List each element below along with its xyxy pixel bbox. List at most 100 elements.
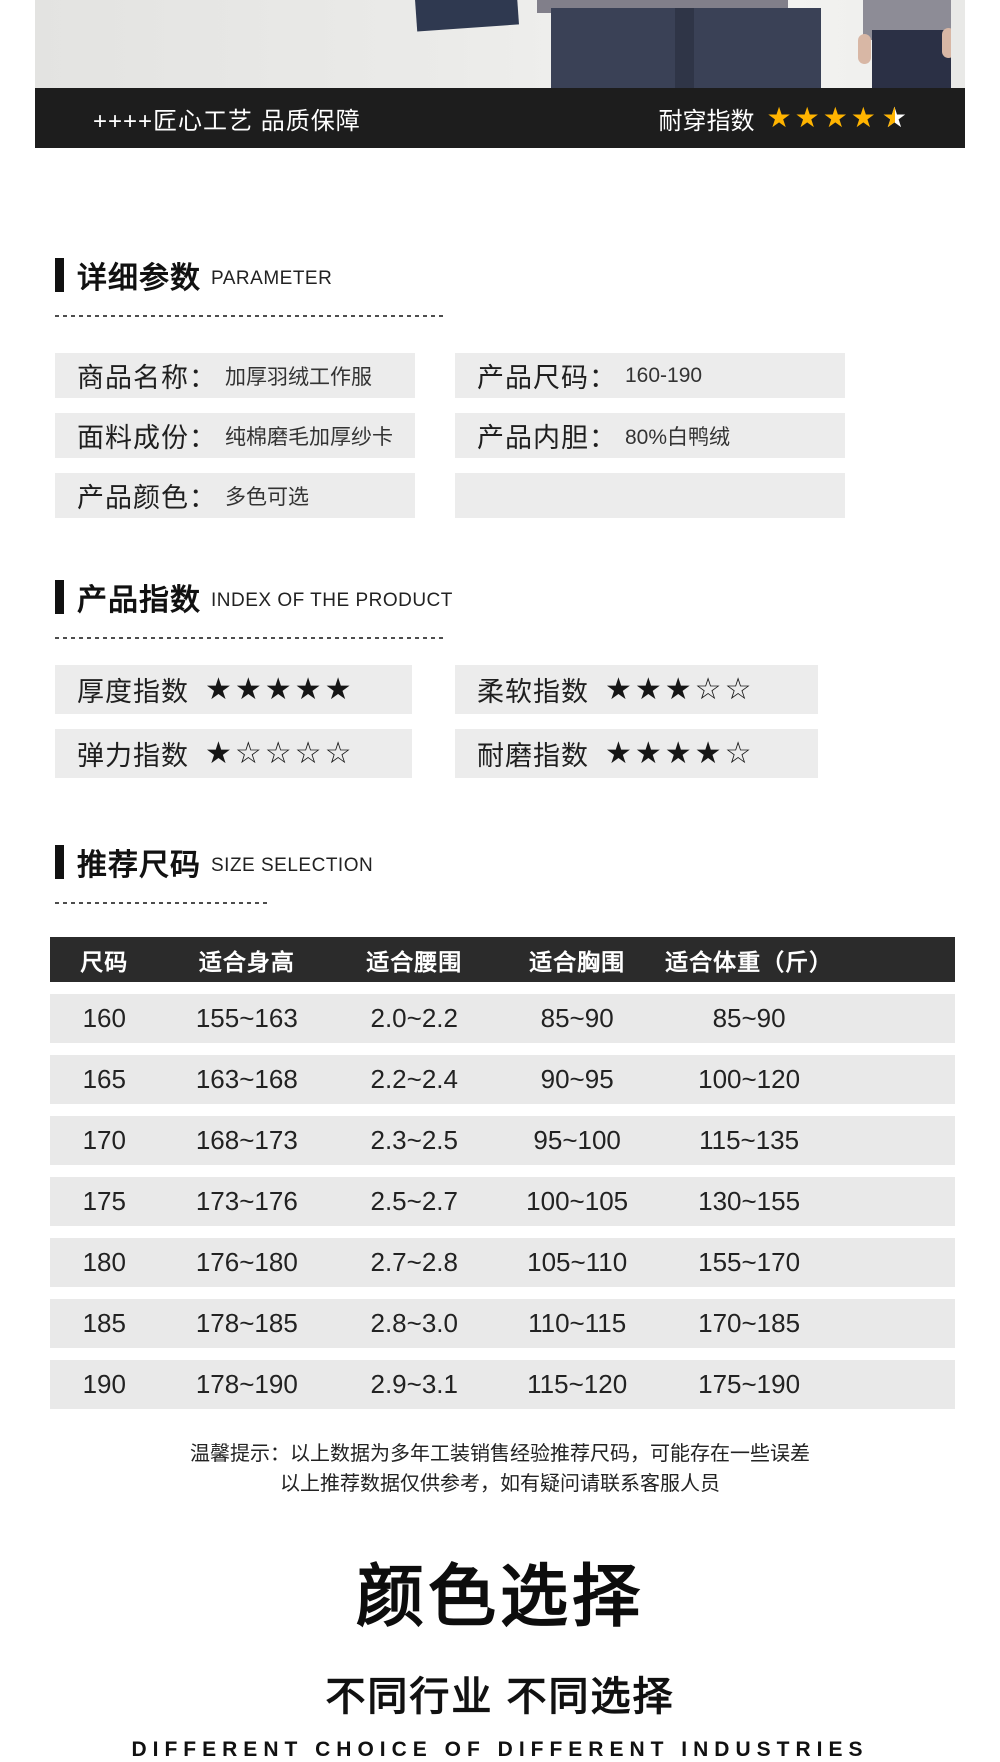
header-cell-weight: 适合体重（斤）: [665, 948, 834, 975]
table-cell: 173~176: [195, 1186, 298, 1216]
index-item-elasticity: 弹力指数 ★☆☆☆☆: [55, 729, 412, 778]
table-cell: 2.5~2.7: [370, 1186, 458, 1216]
size-table: 尺码 适合身高 适合腰围 适合胸围 适合体重（斤） 160 155~163 2.…: [50, 937, 955, 1409]
index-grid: 厚度指数 ★★★★★ 柔软指数 ★★★☆☆ 弹力指数 ★☆☆☆☆ 耐磨指数 ★★…: [55, 665, 945, 778]
table-cell: 95~100: [533, 1125, 621, 1155]
table-cell: 190: [82, 1369, 126, 1399]
parameter-cell-empty: [455, 473, 845, 518]
table-cell: 2.8~3.0: [370, 1308, 458, 1338]
table-row: 185 178~185 2.8~3.0 110~115 170~185: [50, 1299, 955, 1348]
table-cell: 155~163: [195, 1003, 298, 1033]
table-cell: 2.3~2.5: [370, 1125, 458, 1155]
table-row: 175 173~176 2.5~2.7 100~105 130~155: [50, 1177, 955, 1226]
product-photo: [35, 0, 965, 88]
index-item-abrasion: 耐磨指数 ★★★★☆: [455, 729, 818, 778]
section-bar-icon: [55, 258, 64, 292]
table-cell: 170: [82, 1125, 126, 1155]
section-index: 产品指数 INDEX OF THE PRODUCT 厚度指数 ★★★★★ 柔软指…: [55, 575, 945, 778]
table-cell: 100~120: [698, 1064, 801, 1094]
dashed-divider: [55, 902, 270, 904]
header-cell-height: 适合身高: [198, 948, 295, 975]
detail-content: 详细参数 PARAMETER 商品名称： 加厚羽绒工作服 产品尺码： 160-1…: [0, 253, 1000, 1762]
parameter-cell-color: 产品颜色： 多色可选: [55, 473, 415, 518]
durability-stars-icon: ★★★★ ★ ★: [766, 104, 907, 132]
table-cell: 110~115: [528, 1308, 627, 1338]
size-title-en: SIZE SELECTION: [211, 855, 374, 876]
star-rating-icon: ★★★★★: [205, 672, 355, 706]
table-row: 170 168~173 2.3~2.5 95~100 115~135: [50, 1116, 955, 1165]
table-row: 160 155~163 2.0~2.2 85~90 85~90: [50, 994, 955, 1043]
dashed-divider: [55, 315, 447, 317]
index-item-thickness: 厚度指数 ★★★★★: [55, 665, 412, 714]
size-note-line2: 以上推荐数据仅供参考，如有疑问请联系客服人员: [280, 1473, 720, 1495]
table-cell: 85~90: [712, 1003, 786, 1033]
parameter-grid: 商品名称： 加厚羽绒工作服 产品尺码： 160-190 面料成份： 纯棉磨毛加厚…: [55, 353, 945, 518]
parameter-header: 详细参数 PARAMETER: [55, 253, 945, 297]
durability-rating: 耐穿指数 ★★★★ ★ ★: [658, 101, 907, 136]
table-cell: 115~135: [699, 1125, 800, 1155]
parameter-cell-fabric: 面料成份： 纯棉磨毛加厚纱卡: [55, 413, 415, 458]
table-row: 165 163~168 2.2~2.4 90~95 100~120: [50, 1055, 955, 1104]
table-row: 180 176~180 2.7~2.8 105~110 155~170: [50, 1238, 955, 1287]
color-section-subtitle-en: DIFFERENT CHOICE OF DIFFERENT INDUSTRIES: [131, 1738, 869, 1761]
table-cell: 180: [82, 1247, 126, 1277]
table-cell: 178~185: [195, 1308, 298, 1338]
full-stars-icon: ★★★★: [766, 102, 879, 133]
size-note-line1: 温馨提示：以上数据为多年工装销售经验推荐尺码，可能存在一些误差: [190, 1443, 810, 1465]
section-parameter: 详细参数 PARAMETER 商品名称： 加厚羽绒工作服 产品尺码： 160-1…: [55, 253, 945, 518]
index-header: 产品指数 INDEX OF THE PRODUCT: [55, 575, 945, 619]
parameter-cell-lining: 产品内胆： 80%白鸭绒: [455, 413, 845, 458]
size-title: 推荐尺码: [77, 849, 201, 882]
table-cell: 175~190: [698, 1369, 801, 1399]
parameter-cell-size-range: 产品尺码： 160-190: [455, 353, 845, 398]
table-cell: 155~170: [698, 1247, 801, 1277]
size-header: 推荐尺码 SIZE SELECTION: [55, 840, 945, 884]
parameter-title: 详细参数: [77, 262, 201, 295]
size-table-header-row: 尺码 适合身高 适合腰围 适合胸围 适合体重（斤）: [50, 937, 955, 982]
table-cell: 100~105: [526, 1186, 629, 1216]
dashed-divider: [55, 637, 447, 639]
table-cell: 105~110: [527, 1247, 628, 1277]
star-rating-icon: ★★★☆☆: [605, 672, 755, 706]
star-rating-icon: ★★★★☆: [605, 736, 755, 770]
banner-slogan: ++++匠心工艺 品质保障: [93, 107, 361, 135]
index-title-en: INDEX OF THE PRODUCT: [211, 590, 453, 611]
photo-hand: [858, 34, 872, 64]
quality-banner: ++++匠心工艺 品质保障 耐穿指数 ★★★★ ★ ★: [35, 88, 965, 148]
size-note: 温馨提示：以上数据为多年工装销售经验推荐尺码，可能存在一些误差 以上推荐数据仅供…: [55, 1439, 945, 1499]
photo-door-frame: [951, 0, 965, 88]
table-cell: 163~168: [195, 1064, 298, 1094]
table-cell: 176~180: [195, 1247, 298, 1277]
section-bar-icon: [55, 580, 64, 614]
table-cell: 165: [82, 1064, 126, 1094]
parameter-cell-product-name: 商品名称： 加厚羽绒工作服: [55, 353, 415, 398]
table-cell: 178~190: [195, 1369, 298, 1399]
table-cell: 185: [82, 1308, 126, 1338]
index-title: 产品指数: [77, 584, 201, 617]
color-section-title: 颜色选择: [355, 1559, 644, 1635]
durability-label: 耐穿指数: [658, 107, 755, 135]
table-cell: 175: [82, 1186, 126, 1216]
table-cell: 2.7~2.8: [370, 1247, 458, 1277]
table-cell: 168~173: [195, 1125, 298, 1155]
table-cell: 2.0~2.2: [370, 1003, 458, 1033]
table-cell: 2.9~3.1: [370, 1369, 458, 1399]
header-cell-size: 尺码: [80, 948, 129, 975]
photo-pants-crease: [675, 8, 695, 88]
parameter-title-en: PARAMETER: [211, 268, 333, 289]
hero: ++++匠心工艺 品质保障 耐穿指数 ★★★★ ★ ★: [35, 0, 965, 148]
section-bar-icon: [55, 845, 64, 879]
half-star-icon: ★ ★: [881, 102, 907, 133]
table-cell: 130~155: [698, 1186, 801, 1216]
table-cell: 2.2~2.4: [370, 1064, 458, 1094]
header-cell-chest: 适合胸围: [529, 948, 626, 975]
index-item-softness: 柔软指数 ★★★☆☆: [455, 665, 818, 714]
table-cell: 170~185: [698, 1308, 801, 1338]
table-cell: 160: [82, 1003, 126, 1033]
section-size: 推荐尺码 SIZE SELECTION 尺码 适合身高 适合腰围 适合胸围 适合…: [50, 840, 955, 1499]
header-cell-waist: 适合腰围: [366, 948, 463, 975]
photo-bag-shape: [415, 0, 520, 32]
table-cell: 90~95: [540, 1064, 614, 1094]
color-section-subtitle: 不同行业 不同选择: [325, 1675, 675, 1719]
table-cell: 115~120: [527, 1369, 628, 1399]
